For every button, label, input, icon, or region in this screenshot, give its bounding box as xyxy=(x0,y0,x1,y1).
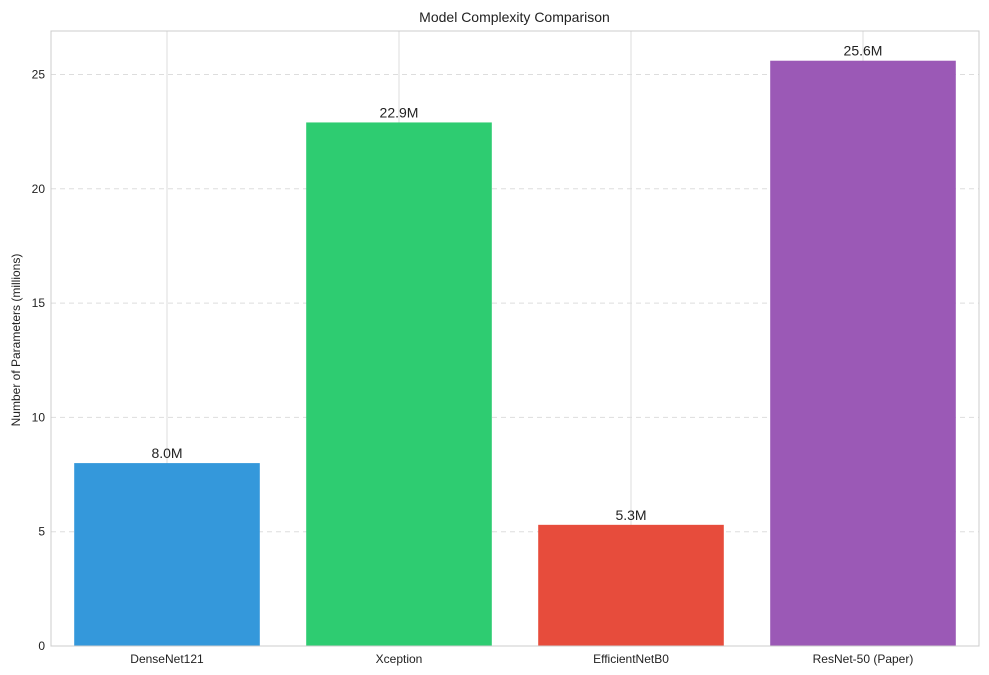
plot-frame xyxy=(50,30,980,647)
x-tick-label: EfficientNetB0 xyxy=(593,652,669,666)
bar-value-label: 22.9M xyxy=(380,104,419,120)
bar-value-label: 8.0M xyxy=(151,445,182,461)
x-ticks: DenseNet121 Xception EfficientNetB0 ResNet-… xyxy=(130,652,913,666)
bar-efficientnetb0 xyxy=(538,524,724,646)
y-tick-label: 15 xyxy=(32,296,46,310)
x-tick-label: ResNet-50 (Paper) xyxy=(813,652,914,666)
y-axis-label: Number of Parameters (millions) xyxy=(9,254,23,427)
y-tick-label: 10 xyxy=(32,410,46,424)
y-tick-label: 20 xyxy=(32,182,46,196)
bar-densenet121 xyxy=(74,463,260,646)
x-tick-label: DenseNet121 xyxy=(130,652,204,666)
y-ticks: 0 5 10 15 20 25 xyxy=(32,67,46,653)
chart-title: Model Complexity Comparison xyxy=(419,9,610,25)
bar-value-label: 5.3M xyxy=(615,507,646,523)
bars xyxy=(74,60,956,646)
x-tick-label: Xception xyxy=(376,652,423,666)
data-labels: 8.0M 22.9M 5.3M 25.6M xyxy=(151,43,882,523)
y-tick-label: 0 xyxy=(38,639,45,653)
bar-resnet-50-paper xyxy=(770,60,956,646)
bar-xception xyxy=(306,122,492,646)
y-tick-label: 5 xyxy=(38,525,45,539)
y-tick-label: 25 xyxy=(32,67,46,81)
bar-value-label: 25.6M xyxy=(844,43,883,59)
